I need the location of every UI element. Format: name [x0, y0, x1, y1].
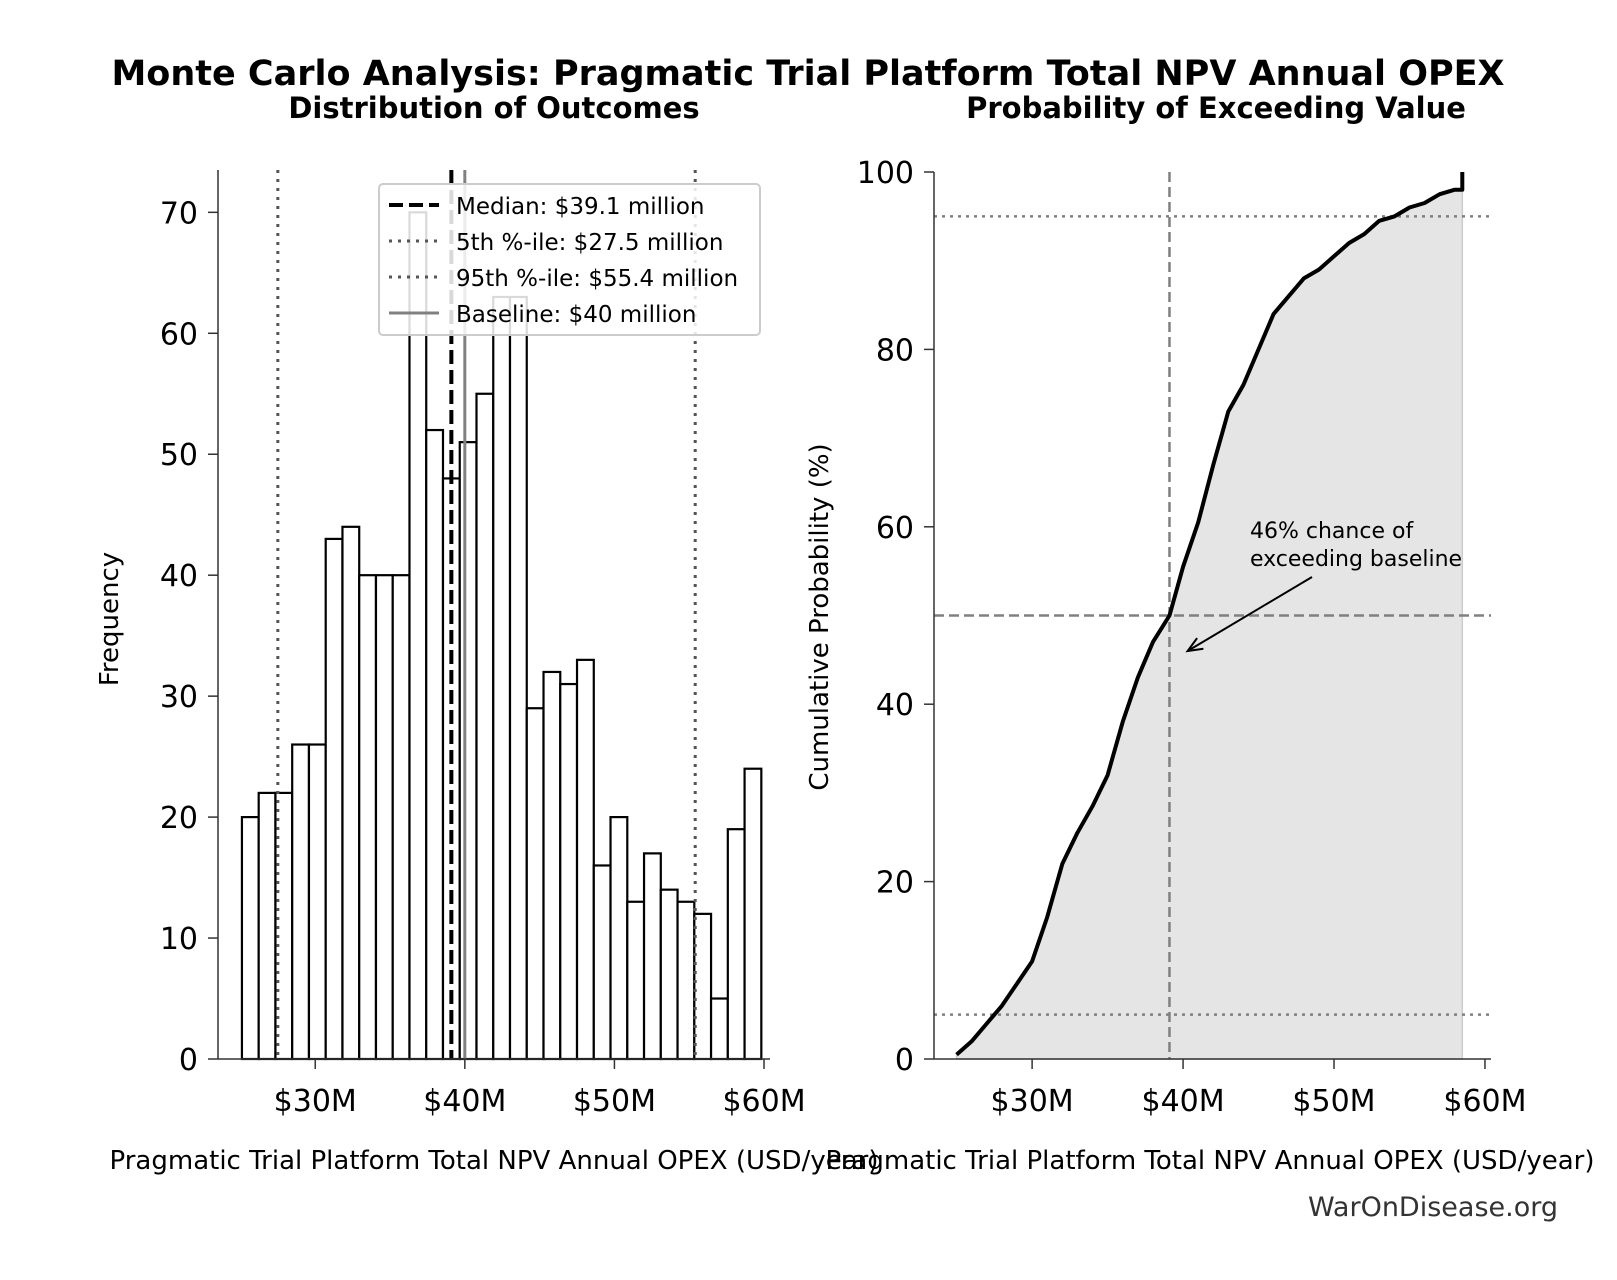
y-tick-label: 100	[857, 156, 914, 191]
y-tick-label: 10	[160, 922, 198, 957]
histogram-bar	[374, 574, 394, 1061]
histogram-chart: Distribution of Outcomes 0 10 20 30 40 50 60 70…	[95, 91, 878, 1176]
legend-frame	[378, 183, 761, 336]
histogram-bar	[458, 441, 478, 1061]
cdf-curve	[955, 172, 1465, 1057]
y-tick-label: 30	[160, 680, 198, 715]
histogram-bar	[709, 997, 729, 1061]
histogram-axes: 0 10 20 30 40 50 60 70 $30M $40M $50M $60M	[160, 170, 806, 1119]
histogram-legend: Median: $39.1 million 5th %-ile: $27.5 m…	[378, 183, 761, 336]
histogram-bar	[274, 791, 294, 1061]
histogram-bar	[575, 658, 595, 1061]
annotation-arrow	[1187, 576, 1313, 652]
y-tick-label: 0	[179, 1043, 198, 1078]
histogram-bar	[659, 888, 679, 1061]
cdf-axes: 0 20 40 60 80 100 $30M $40M $50M $60M	[857, 156, 1527, 1119]
histogram-bar	[559, 682, 579, 1061]
histogram-bar	[341, 525, 361, 1061]
annotation-line-2: exceeding baseline	[1250, 547, 1462, 572]
legend-p5-label: 5th %-ile: $27.5 million	[456, 230, 723, 256]
x-tick-label: $30M	[274, 1084, 357, 1119]
histogram-bar	[475, 392, 495, 1061]
histogram-bar	[676, 900, 696, 1061]
histogram-bar	[592, 864, 612, 1061]
exceedance-subtitle: Probability of Exceeding Value	[966, 91, 1466, 125]
exceedance-chart: Probability of Exceeding Value 0 20 40 60 80…	[805, 91, 1594, 1176]
x-tick-label: $50M	[1292, 1084, 1375, 1119]
histogram-bar	[642, 852, 662, 1061]
histogram-bar	[626, 900, 646, 1061]
y-tick-label: 70	[160, 196, 198, 231]
y-tick-label: 80	[876, 333, 914, 368]
x-tick-label: $60M	[1443, 1084, 1526, 1119]
watermark: WarOnDisease.org	[1308, 1192, 1558, 1223]
chart-suptitle: Monte Carlo Analysis: Pragmatic Trial Pl…	[111, 54, 1504, 94]
y-tick-label: 40	[160, 559, 198, 594]
histogram-bar	[358, 574, 378, 1061]
cdf-xlabel: Pragmatic Trial Platform Total NPV Annua…	[826, 1146, 1595, 1176]
x-tick-label: $50M	[573, 1084, 656, 1119]
x-tick-label: $40M	[1141, 1084, 1224, 1119]
legend-baseline-label: Baseline: $40 million	[456, 302, 696, 328]
histogram-bar	[743, 767, 763, 1061]
histogram-bar	[391, 574, 411, 1061]
histogram-xlabel: Pragmatic Trial Platform Total NPV Annua…	[110, 1146, 879, 1176]
histogram-bars	[240, 211, 763, 1061]
histogram-bar	[307, 743, 327, 1061]
legend-median-label: Median: $39.1 million	[456, 194, 705, 220]
annotation-line-1: 46% chance of	[1250, 519, 1414, 544]
histogram-subtitle: Distribution of Outcomes	[288, 91, 699, 125]
histogram-bar	[240, 815, 260, 1061]
x-tick-label: $60M	[722, 1084, 805, 1119]
histogram-bar	[425, 428, 445, 1061]
y-tick-label: 60	[160, 317, 198, 352]
annotation-arrowhead	[1185, 637, 1204, 653]
histogram-bar	[542, 670, 562, 1061]
y-tick-label: 20	[876, 866, 914, 901]
x-tick-label: $30M	[991, 1084, 1074, 1119]
y-tick-label: 60	[876, 511, 914, 546]
y-tick-label: 40	[876, 688, 914, 723]
histogram-bar	[291, 743, 311, 1061]
histogram-bar	[525, 707, 545, 1061]
histogram-bar	[726, 828, 746, 1061]
histogram-bar	[508, 295, 528, 1061]
legend-p95-label: 95th %-ile: $55.4 million	[456, 266, 738, 292]
histogram-bar	[408, 211, 428, 1061]
y-tick-label: 20	[160, 801, 198, 836]
cdf-annotation: 46% chance of exceeding baseline	[1185, 519, 1462, 653]
cdf-ylabel: Cumulative Probability (%)	[805, 443, 835, 790]
histogram-ylabel: Frequency	[95, 552, 125, 686]
histogram-bar	[492, 295, 512, 1061]
x-tick-label: $40M	[423, 1084, 506, 1119]
histogram-bar	[257, 791, 277, 1061]
y-tick-label: 50	[160, 438, 198, 473]
histogram-bar	[609, 815, 629, 1061]
y-tick-label: 0	[895, 1043, 914, 1078]
histogram-bar	[324, 537, 344, 1061]
histogram-bar	[693, 912, 713, 1061]
